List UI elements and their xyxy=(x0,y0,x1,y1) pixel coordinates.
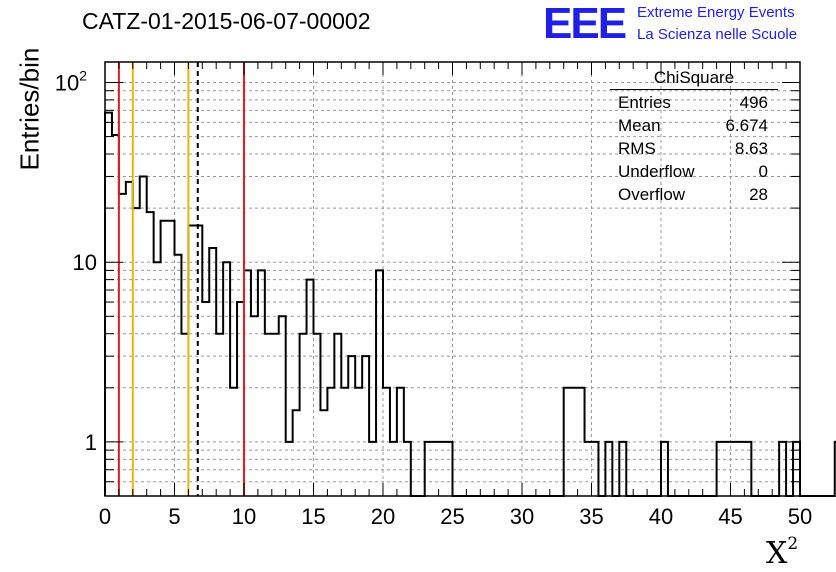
histogram-bin xyxy=(300,334,307,496)
histogram-bin xyxy=(216,334,223,496)
histogram-bin xyxy=(140,176,147,496)
x-tick-label: 20 xyxy=(371,504,395,529)
histogram-bin xyxy=(126,182,133,496)
histogram-bin xyxy=(334,334,341,496)
x-tick-label: 15 xyxy=(301,504,325,529)
histogram-bin xyxy=(293,410,300,496)
histogram-bin xyxy=(258,270,265,496)
histogram-bin xyxy=(237,302,244,496)
histogram-bin xyxy=(133,208,140,496)
histogram-bin xyxy=(265,334,272,496)
stats-row-overflow: Overflow 28 xyxy=(610,183,778,206)
x-axis-label: X2 xyxy=(766,534,799,571)
stats-label: Underflow xyxy=(618,162,695,181)
stats-value: 8.63 xyxy=(734,139,768,158)
x-tick-label: 30 xyxy=(510,504,534,529)
histogram-bin xyxy=(202,302,209,496)
y-tick-label: 102 xyxy=(55,67,87,95)
stats-value: 0 xyxy=(758,162,768,181)
histogram-bin xyxy=(195,226,202,496)
histogram-bin xyxy=(154,262,161,496)
y-tick-label: 10 xyxy=(73,250,97,275)
x-tick-label: 10 xyxy=(232,504,256,529)
histogram-bin xyxy=(147,212,154,496)
histogram-bin xyxy=(119,194,126,496)
histogram-bin xyxy=(105,113,112,496)
stats-title: ChiSquare xyxy=(610,68,778,90)
stats-row-underflow: Underflow 0 xyxy=(610,160,778,183)
y-tick-label: 1 xyxy=(85,430,97,455)
histogram-bin xyxy=(348,356,355,496)
logo-line-2: La Scienza nelle Scuole xyxy=(637,26,798,43)
stats-box: ChiSquare Entries 496 Mean 6.674 RMS 8.63 U… xyxy=(610,68,778,206)
stats-label: Mean xyxy=(618,116,661,135)
stats-value: 28 xyxy=(749,185,768,204)
histogram-bin xyxy=(181,334,188,496)
stats-label: RMS xyxy=(618,139,656,158)
stats-label: Entries xyxy=(618,93,671,112)
stats-value: 6.674 xyxy=(725,116,768,135)
histogram-bin xyxy=(320,410,327,496)
stats-row-entries: Entries 496 xyxy=(610,91,778,114)
x-tick-label: 0 xyxy=(99,504,111,529)
histogram-bin xyxy=(314,334,321,496)
eee-logo: EEE xyxy=(543,0,627,48)
histogram-bin xyxy=(223,262,230,496)
histogram-bin xyxy=(251,316,258,496)
x-tick-label: 45 xyxy=(718,504,742,529)
x-tick-label: 25 xyxy=(440,504,464,529)
histogram-bin xyxy=(362,356,369,496)
stats-row-rms: RMS 8.63 xyxy=(610,137,778,160)
chart-title: CATZ-01-2015-06-07-00002 xyxy=(82,8,371,34)
stats-value: 496 xyxy=(739,93,768,112)
x-tick-label: 40 xyxy=(649,504,673,529)
histogram-bin xyxy=(279,316,286,496)
stats-label: Overflow xyxy=(618,185,686,204)
histogram-bin xyxy=(188,226,195,496)
logo-line-1: Extreme Energy Events xyxy=(637,4,795,21)
y-axis-label: Entries/bin xyxy=(14,47,45,171)
x-tick-label: 35 xyxy=(579,504,603,529)
histogram-bin xyxy=(244,270,251,496)
histogram-bin xyxy=(272,334,279,496)
stats-row-mean: Mean 6.674 xyxy=(610,114,778,137)
x-tick-label: 5 xyxy=(168,504,180,529)
histogram-bin xyxy=(376,270,383,496)
x-tick-label: 50 xyxy=(788,504,812,529)
histogram-bin xyxy=(209,248,216,496)
